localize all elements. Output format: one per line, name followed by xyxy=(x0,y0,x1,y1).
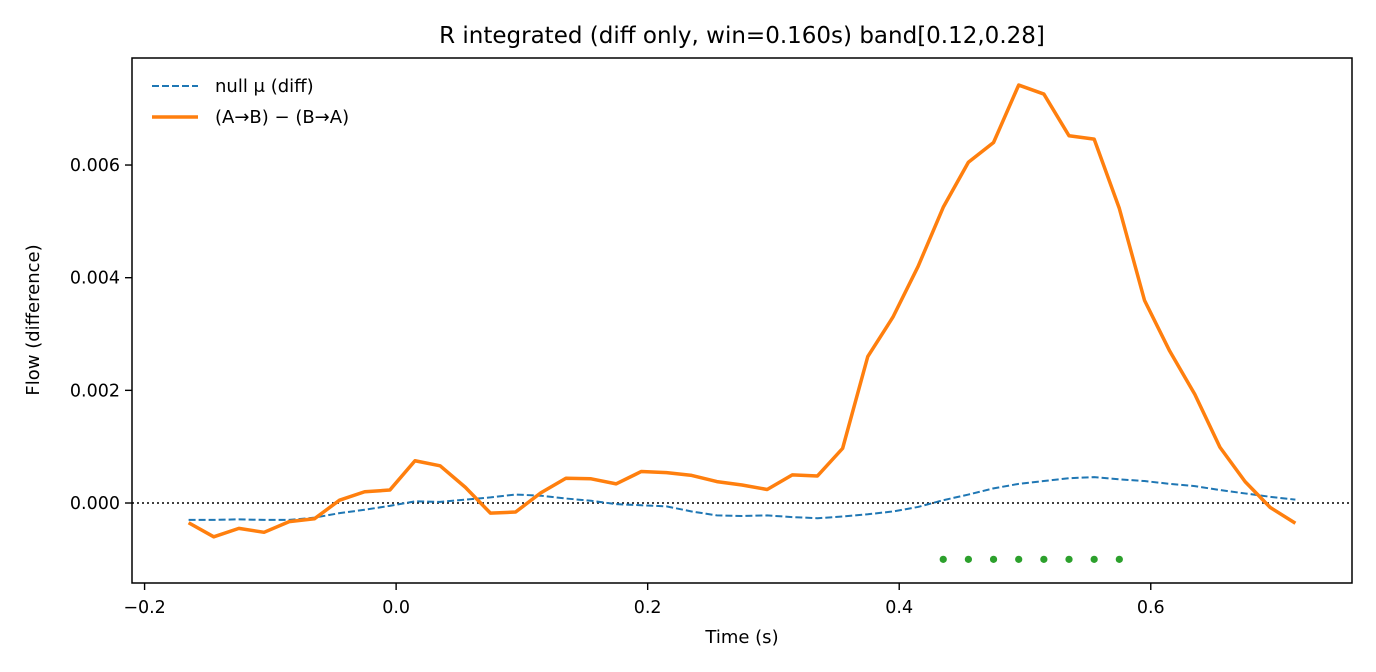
x-tick-label: −0.2 xyxy=(123,598,166,618)
x-axis-label: Time (s) xyxy=(704,627,778,648)
significance-marker xyxy=(1115,555,1123,563)
y-tick-label: 0.002 xyxy=(70,381,120,401)
plot-frame xyxy=(131,57,1353,584)
significance-marker xyxy=(939,555,947,563)
plot-area xyxy=(132,83,1352,563)
significance-marker xyxy=(1015,555,1023,563)
y-tick-label: 0.006 xyxy=(70,156,120,176)
x-tick-label: 0.6 xyxy=(1137,598,1165,618)
significance-marker xyxy=(989,555,998,563)
y-axis-label: Flow (difference) xyxy=(23,244,44,395)
significance-marker xyxy=(964,555,972,563)
x-axis: −0.2 0.0 0.2 0.4 0.6 xyxy=(123,583,1165,618)
significance-marker xyxy=(1090,555,1098,563)
y-tick-label: 0.004 xyxy=(70,269,120,289)
significance-marker xyxy=(1040,555,1048,563)
legend-label-null-mean: null μ (diff) xyxy=(215,76,314,97)
series-line-difference xyxy=(187,83,1297,539)
series-line-null-mean xyxy=(188,476,1296,521)
chart-title: R integrated (diff only, win=0.160s) ban… xyxy=(439,23,1045,49)
legend-label-difference: (A→B) − (B→A) xyxy=(215,107,349,128)
x-tick-label: 0.2 xyxy=(634,598,662,618)
y-axis: 0.000 0.002 0.004 0.006 xyxy=(70,156,132,514)
y-tick-label: 0.000 xyxy=(70,494,120,514)
significance-marker xyxy=(1065,555,1073,563)
legend: null μ (diff) (A→B) − (B→A) xyxy=(152,76,349,128)
x-tick-label: 0.0 xyxy=(382,598,410,618)
x-tick-label: 0.4 xyxy=(885,598,913,618)
